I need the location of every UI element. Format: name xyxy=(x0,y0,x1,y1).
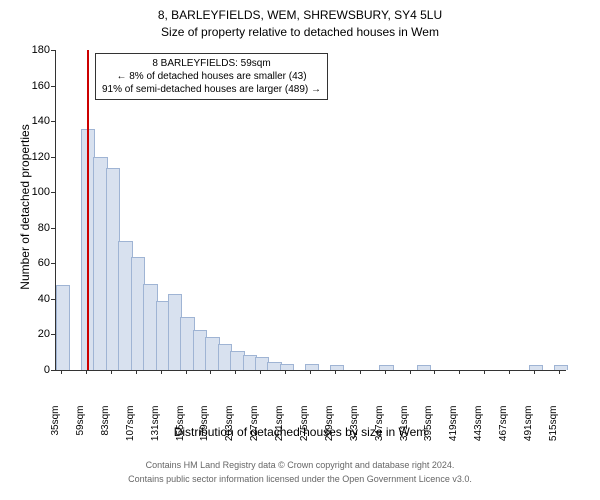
x-tick-mark xyxy=(335,370,336,374)
x-tick-mark xyxy=(509,370,510,374)
x-tick-mark xyxy=(86,370,87,374)
x-tick-label: 515sqm xyxy=(548,406,559,456)
x-tick-label: 107sqm xyxy=(125,406,136,456)
credit-line-1: Contains HM Land Registry data © Crown c… xyxy=(0,460,600,470)
histogram-bar xyxy=(280,364,294,370)
x-tick-label: 323sqm xyxy=(349,406,360,456)
x-tick-label: 347sqm xyxy=(374,406,385,456)
chart-container: { "address_line": "8, BARLEYFIELDS, WEM,… xyxy=(0,0,600,500)
x-tick-label: 179sqm xyxy=(199,406,210,456)
y-tick-label: 80 xyxy=(15,222,55,234)
x-tick-mark xyxy=(210,370,211,374)
x-tick-label: 419sqm xyxy=(448,406,459,456)
histogram-bar xyxy=(417,365,431,370)
annotation-box: 8 BARLEYFIELDS: 59sqm ← 8% of detached h… xyxy=(95,53,328,100)
y-tick-label: 180 xyxy=(15,44,55,56)
y-tick-label: 160 xyxy=(15,80,55,92)
x-tick-mark xyxy=(410,370,411,374)
y-tick-label: 60 xyxy=(15,257,55,269)
y-tick-mark xyxy=(51,121,55,122)
x-tick-mark xyxy=(360,370,361,374)
x-tick-mark xyxy=(385,370,386,374)
y-tick-mark xyxy=(51,157,55,158)
x-tick-mark xyxy=(260,370,261,374)
x-tick-mark xyxy=(111,370,112,374)
x-tick-mark xyxy=(61,370,62,374)
x-tick-label: 35sqm xyxy=(50,406,61,456)
x-tick-mark xyxy=(285,370,286,374)
x-tick-mark xyxy=(310,370,311,374)
x-tick-label: 203sqm xyxy=(224,406,235,456)
credit-line-2: Contains public sector information licen… xyxy=(0,474,600,484)
histogram-bar xyxy=(529,365,543,370)
chart-title-address: 8, BARLEYFIELDS, WEM, SHREWSBURY, SY4 5L… xyxy=(0,8,600,22)
y-tick-mark xyxy=(51,299,55,300)
y-tick-label: 20 xyxy=(15,328,55,340)
x-tick-label: 395sqm xyxy=(423,406,434,456)
x-tick-label: 467sqm xyxy=(498,406,509,456)
histogram-bar xyxy=(379,365,393,370)
y-tick-label: 40 xyxy=(15,293,55,305)
x-tick-label: 155sqm xyxy=(175,406,186,456)
x-tick-label: 275sqm xyxy=(299,406,310,456)
histogram-bar xyxy=(305,364,319,370)
y-tick-mark xyxy=(51,86,55,87)
x-tick-mark xyxy=(459,370,460,374)
x-tick-label: 443sqm xyxy=(473,406,484,456)
histogram-bar xyxy=(330,365,344,370)
x-tick-mark xyxy=(559,370,560,374)
y-tick-mark xyxy=(51,228,55,229)
x-tick-mark xyxy=(186,370,187,374)
x-tick-mark xyxy=(484,370,485,374)
histogram-bar xyxy=(56,285,70,370)
x-tick-label: 131sqm xyxy=(150,406,161,456)
y-tick-label: 120 xyxy=(15,151,55,163)
x-tick-label: 59sqm xyxy=(75,406,86,456)
y-tick-label: 100 xyxy=(15,186,55,198)
y-tick-label: 0 xyxy=(15,364,55,376)
y-tick-mark xyxy=(51,334,55,335)
y-tick-mark xyxy=(51,50,55,51)
y-tick-mark xyxy=(51,192,55,193)
y-tick-label: 140 xyxy=(15,115,55,127)
y-axis-title: Number of detached properties xyxy=(18,107,32,307)
x-tick-label: 83sqm xyxy=(100,406,111,456)
y-tick-mark xyxy=(51,370,55,371)
x-tick-mark xyxy=(136,370,137,374)
x-tick-label: 299sqm xyxy=(324,406,335,456)
x-tick-label: 371sqm xyxy=(399,406,410,456)
x-tick-label: 227sqm xyxy=(249,406,260,456)
histogram-bar xyxy=(554,365,568,370)
x-tick-mark xyxy=(235,370,236,374)
x-tick-mark xyxy=(161,370,162,374)
x-tick-label: 251sqm xyxy=(274,406,285,456)
annotation-line3: 91% of semi-detached houses are larger (… xyxy=(102,83,321,96)
annotation-line2: ← 8% of detached houses are smaller (43) xyxy=(102,70,321,83)
chart-subtitle: Size of property relative to detached ho… xyxy=(0,25,600,39)
x-tick-mark xyxy=(434,370,435,374)
annotation-line1: 8 BARLEYFIELDS: 59sqm xyxy=(102,57,321,70)
x-tick-label: 491sqm xyxy=(523,406,534,456)
x-tick-mark xyxy=(534,370,535,374)
y-tick-mark xyxy=(51,263,55,264)
property-marker-line xyxy=(87,50,89,370)
